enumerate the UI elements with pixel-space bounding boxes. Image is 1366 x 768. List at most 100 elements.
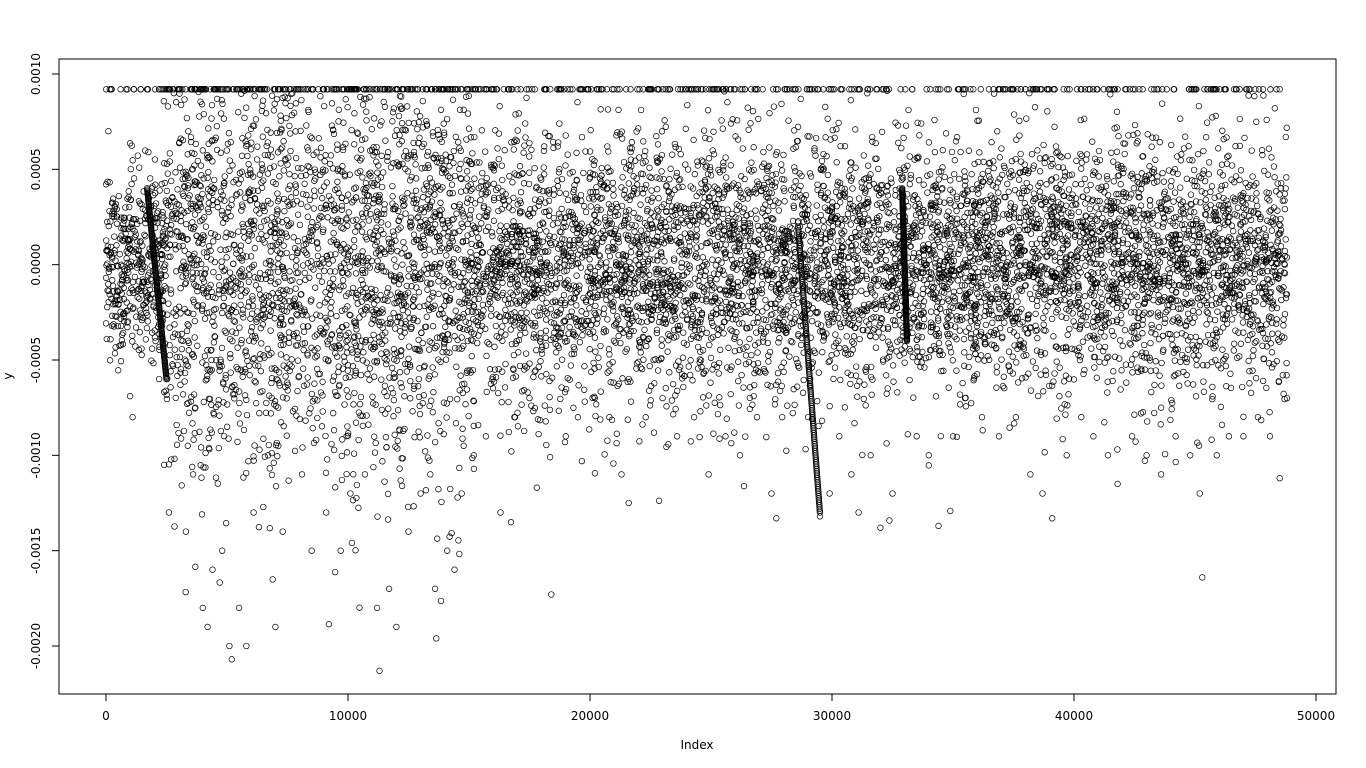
data-point: [744, 324, 751, 332]
data-point: [944, 315, 951, 322]
data-point: [273, 211, 281, 218]
data-point: [298, 96, 305, 104]
data-point: [776, 335, 783, 342]
data-point: [856, 335, 863, 343]
data-point: [710, 151, 718, 158]
data-point: [635, 125, 642, 132]
data-point: [1245, 249, 1253, 256]
data-point: [969, 213, 977, 221]
data-point: [263, 142, 270, 150]
data-point: [117, 261, 125, 268]
data-point: [487, 299, 494, 306]
data-point: [183, 220, 190, 228]
data-point: [268, 449, 276, 457]
data-point: [698, 363, 705, 371]
data-point: [627, 286, 634, 293]
data-point: [239, 310, 246, 317]
data-point: [385, 284, 392, 292]
data-point: [184, 321, 191, 328]
data-point: [167, 290, 175, 297]
data-point: [875, 165, 882, 173]
data-point: [1226, 246, 1233, 254]
data-point: [632, 222, 639, 229]
data-point: [440, 399, 448, 406]
data-point: [171, 241, 179, 249]
data-point: [279, 219, 286, 226]
data-point: [181, 369, 189, 377]
data-point: [1123, 219, 1130, 226]
data-point: [397, 352, 405, 359]
data-point: [541, 171, 548, 178]
data-point: [1120, 297, 1128, 304]
data-point: [727, 390, 734, 398]
data-point: [504, 231, 511, 238]
data-point: [449, 189, 456, 197]
data-point: [249, 221, 256, 228]
data-point: [1113, 279, 1121, 286]
data-point: [1220, 219, 1227, 226]
data-point: [1118, 367, 1125, 374]
data-point: [287, 194, 295, 201]
data-point: [613, 271, 620, 278]
data-point: [456, 324, 463, 331]
data-point: [1186, 156, 1193, 164]
data-point: [695, 277, 702, 285]
data-point: [591, 470, 599, 477]
data-point: [358, 228, 366, 235]
data-point: [825, 321, 833, 328]
data-point: [820, 165, 827, 173]
data-point: [272, 402, 280, 410]
data-point: [1213, 329, 1220, 336]
data-point: [860, 395, 867, 403]
data-point: [1192, 198, 1200, 205]
data-point: [369, 315, 377, 322]
data-point: [600, 326, 608, 333]
data-point: [457, 188, 465, 195]
data-point: [1096, 156, 1104, 164]
data-point: [1046, 248, 1053, 255]
data-point: [222, 246, 229, 254]
data-point: [1200, 167, 1207, 174]
data-point: [323, 252, 331, 260]
data-point: [986, 356, 993, 363]
data-point: [1170, 238, 1177, 245]
data-point: [818, 417, 826, 424]
data-point: [248, 324, 256, 331]
data-point: [490, 197, 498, 204]
data-point: [674, 322, 681, 330]
data-point: [247, 196, 254, 204]
data-point: [293, 257, 300, 264]
data-point: [181, 378, 188, 385]
data-point: [879, 356, 887, 363]
data-point: [200, 249, 208, 256]
data-point: [829, 319, 836, 326]
data-point: [514, 127, 521, 134]
data-point: [415, 289, 423, 296]
data-point: [769, 228, 776, 235]
data-point: [644, 246, 651, 253]
data-point: [1222, 181, 1229, 189]
data-point: [267, 261, 274, 269]
data-point: [735, 377, 742, 385]
data-point: [400, 202, 407, 210]
data-point: [374, 266, 381, 273]
data-point: [387, 291, 394, 298]
data-point: [375, 318, 382, 326]
data-point: [220, 182, 227, 189]
data-point: [1108, 327, 1116, 335]
data-point: [169, 333, 177, 341]
data-point: [155, 208, 162, 215]
data-point: [819, 167, 827, 174]
data-point: [283, 395, 290, 402]
data-point: [763, 316, 770, 324]
data-point: [272, 294, 280, 302]
data-point: [869, 226, 876, 233]
data-point: [435, 420, 442, 427]
data-point: [1053, 297, 1060, 305]
data-point: [455, 537, 462, 544]
data-point: [371, 373, 378, 380]
data-point: [1118, 207, 1125, 215]
data-point: [460, 442, 467, 449]
data-point: [191, 430, 198, 437]
data-point: [812, 233, 820, 241]
